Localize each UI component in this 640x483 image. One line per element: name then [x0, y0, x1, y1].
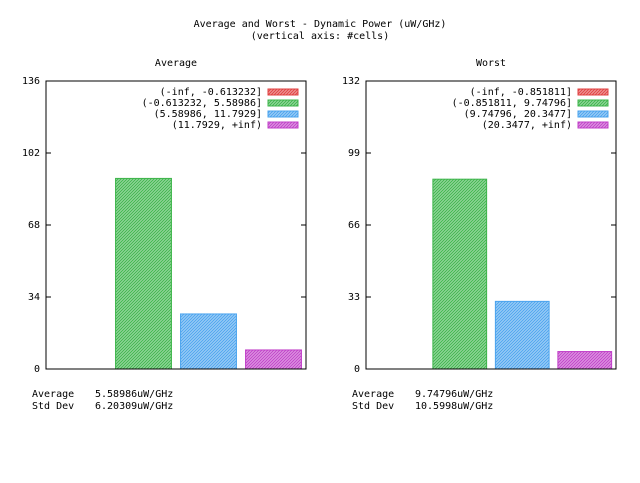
y-tick-label: 33 — [348, 292, 360, 303]
legend-swatch — [577, 110, 609, 118]
legend-swatch — [577, 88, 609, 96]
bar — [557, 351, 613, 370]
y-tick-label: 132 — [342, 76, 360, 87]
legend-label: (20.3477, +inf) — [482, 120, 572, 131]
panel-title: Average — [155, 58, 197, 69]
stat-label: Average — [352, 389, 394, 400]
y-tick-label: 136 — [22, 76, 40, 87]
bar — [245, 349, 302, 370]
stat-value: 9.74796uW/GHz — [415, 389, 493, 400]
y-tick-label: 34 — [28, 292, 40, 303]
y-tick-label: 66 — [348, 220, 360, 231]
chart-subtitle: (vertical axis: #cells) — [251, 31, 389, 42]
stat-value: 10.5998uW/GHz — [415, 401, 493, 412]
y-tick-label: 0 — [354, 364, 360, 375]
plot-frame — [45, 80, 307, 370]
bar — [180, 313, 237, 370]
chart-panel-0: Average 0 34 68 102 136 (-inf, -0.613232](-0.6… — [22, 58, 307, 412]
legend-swatch — [577, 121, 609, 129]
legend-swatch — [577, 99, 609, 107]
legend-swatch — [267, 110, 299, 118]
y-tick-label: 102 — [22, 148, 40, 159]
stat-label: Std Dev — [32, 401, 74, 412]
chart-title: Average and Worst - Dynamic Power (uW/GH… — [194, 19, 447, 30]
legend-label: (9.74796, 20.3477] — [464, 109, 572, 120]
bar — [494, 300, 550, 370]
legend-swatch — [267, 121, 299, 129]
legend-label: (5.58986, 11.7929] — [154, 109, 262, 120]
legend-label: (-0.851811, 9.74796] — [452, 98, 572, 109]
legend-label: (-inf, -0.613232] — [160, 87, 262, 98]
panel-title: Worst — [476, 58, 506, 69]
stat-label: Std Dev — [352, 401, 394, 412]
bar — [432, 178, 488, 370]
y-tick-label: 0 — [34, 364, 40, 375]
legend-swatch — [267, 99, 299, 107]
y-tick-label: 99 — [348, 148, 360, 159]
legend-label: (-inf, -0.851811] — [470, 87, 572, 98]
stat-value: 6.20309uW/GHz — [95, 401, 173, 412]
stat-label: Average — [32, 389, 74, 400]
bar — [115, 177, 172, 370]
y-tick-label: 68 — [28, 220, 40, 231]
legend-label: (-0.613232, 5.58986] — [142, 98, 262, 109]
legend-label: (11.7929, +inf) — [172, 120, 262, 131]
chart-panels: Average 0 34 68 102 136 (-inf, -0.613232](-0.6… — [22, 58, 617, 412]
plot-frame — [365, 80, 617, 370]
stat-value: 5.58986uW/GHz — [95, 389, 173, 400]
legend-swatch — [267, 88, 299, 96]
chart-panel-1: Worst 0 33 66 99 132 (-inf, -0.851811](-0.8518… — [342, 58, 617, 412]
